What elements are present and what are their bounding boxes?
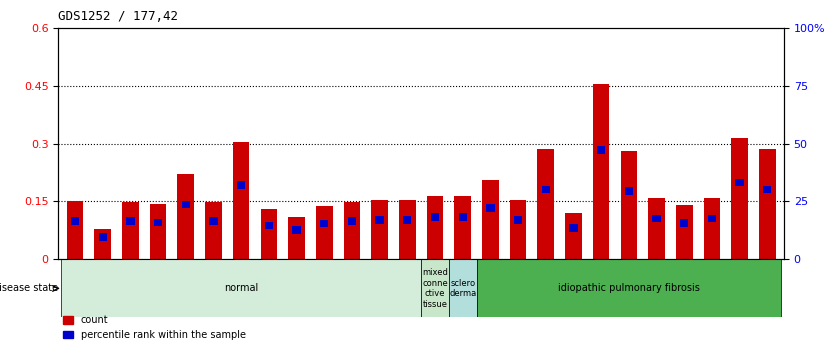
Bar bbox=[150, 204, 167, 259]
Bar bbox=[399, 200, 415, 259]
Text: sclero
derma: sclero derma bbox=[449, 279, 476, 298]
Bar bbox=[344, 202, 360, 259]
Bar bbox=[680, 219, 688, 227]
Bar bbox=[482, 180, 499, 259]
Bar bbox=[71, 217, 79, 225]
Bar bbox=[731, 138, 748, 259]
Bar bbox=[293, 226, 301, 234]
Bar bbox=[375, 216, 384, 224]
Bar bbox=[237, 181, 245, 189]
Bar bbox=[565, 213, 582, 259]
Text: normal: normal bbox=[224, 284, 259, 293]
Bar bbox=[67, 201, 83, 259]
Bar bbox=[570, 224, 578, 231]
Bar bbox=[403, 216, 411, 224]
Bar bbox=[676, 205, 692, 259]
Text: mixed
conne
ctive
tissue: mixed conne ctive tissue bbox=[422, 268, 448, 308]
Bar bbox=[98, 233, 107, 241]
Bar bbox=[209, 217, 218, 225]
Bar bbox=[759, 149, 776, 259]
Bar bbox=[648, 198, 665, 259]
Bar bbox=[537, 149, 554, 259]
Bar bbox=[154, 219, 163, 226]
Bar bbox=[122, 202, 138, 259]
Bar bbox=[126, 217, 134, 225]
Bar bbox=[486, 204, 495, 212]
Text: GDS1252 / 177,42: GDS1252 / 177,42 bbox=[58, 10, 178, 23]
FancyBboxPatch shape bbox=[449, 259, 476, 317]
Bar bbox=[625, 187, 633, 195]
Text: disease state: disease state bbox=[0, 284, 58, 293]
Text: idiopathic pulmonary fibrosis: idiopathic pulmonary fibrosis bbox=[558, 284, 700, 293]
Bar bbox=[459, 214, 467, 221]
FancyBboxPatch shape bbox=[61, 259, 421, 317]
Bar bbox=[736, 179, 744, 186]
Bar bbox=[348, 217, 356, 225]
Bar bbox=[233, 141, 249, 259]
Bar bbox=[763, 186, 771, 193]
Bar bbox=[371, 200, 388, 259]
Bar bbox=[94, 228, 111, 259]
Bar bbox=[597, 146, 605, 154]
Bar bbox=[205, 202, 222, 259]
Bar bbox=[264, 221, 273, 229]
Bar bbox=[510, 199, 526, 259]
FancyBboxPatch shape bbox=[421, 259, 449, 317]
Bar bbox=[593, 83, 610, 259]
Bar bbox=[289, 217, 305, 259]
Bar bbox=[704, 198, 721, 259]
Bar bbox=[316, 206, 333, 259]
Bar bbox=[708, 215, 716, 222]
Bar bbox=[455, 196, 471, 259]
Bar bbox=[541, 186, 550, 193]
Bar bbox=[260, 209, 277, 259]
Bar bbox=[182, 201, 190, 208]
Bar bbox=[178, 175, 194, 259]
Bar bbox=[320, 220, 329, 227]
Bar bbox=[620, 151, 637, 259]
Bar bbox=[514, 216, 522, 224]
Bar bbox=[427, 196, 444, 259]
Bar bbox=[431, 214, 440, 221]
Legend: count, percentile rank within the sample: count, percentile rank within the sample bbox=[63, 315, 246, 340]
Bar bbox=[652, 215, 661, 222]
FancyBboxPatch shape bbox=[476, 259, 781, 317]
